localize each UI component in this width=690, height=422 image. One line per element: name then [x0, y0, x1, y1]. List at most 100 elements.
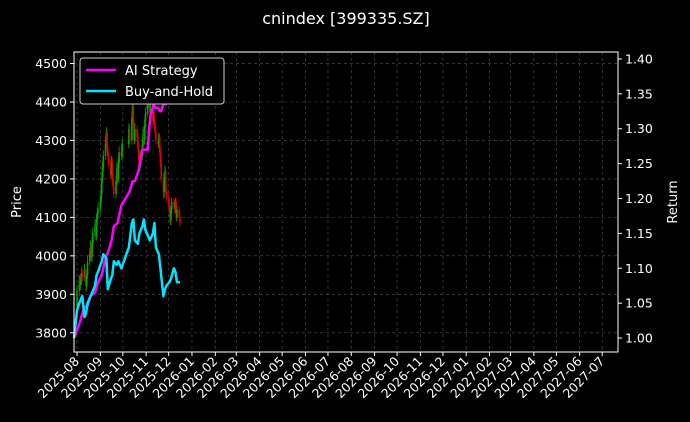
- return-axis-label: Return: [666, 180, 681, 223]
- candle: [102, 150, 105, 172]
- candle: [81, 269, 84, 281]
- candle: [144, 107, 147, 129]
- chart-title: cnindex [399335.SZ]: [262, 9, 430, 28]
- candle-body: [111, 161, 114, 179]
- candle: [91, 227, 94, 247]
- candle-body: [170, 202, 173, 210]
- candle-body: [112, 178, 114, 187]
- candle-body: [160, 163, 162, 179]
- candle-body: [178, 209, 180, 216]
- candle: [97, 202, 99, 218]
- candle-body: [101, 167, 104, 179]
- candle-body: [85, 275, 88, 287]
- return-tick-label: 1.15: [625, 226, 653, 241]
- candle: [134, 123, 136, 145]
- candle-body: [100, 194, 102, 202]
- candle-body: [164, 171, 167, 191]
- candle-body: [144, 113, 147, 126]
- candle-body: [121, 144, 123, 156]
- candle: [160, 159, 162, 183]
- price-tick-label: 3900: [35, 287, 67, 302]
- plot-frame: [73, 51, 619, 353]
- candle-body: [176, 209, 178, 218]
- candle-body: [118, 152, 120, 164]
- legend: AI Strategy Buy-and-Hold: [79, 57, 225, 105]
- candle: [128, 125, 131, 145]
- candle-body: [128, 128, 131, 141]
- candle-body: [168, 203, 171, 214]
- candle: [76, 284, 78, 310]
- price-axis-label: Price: [10, 186, 25, 218]
- return-tick-label: 1.10: [625, 261, 653, 276]
- candle-body: [146, 103, 149, 114]
- candle-body: [158, 136, 161, 152]
- candle-body: [101, 178, 103, 195]
- candle: [164, 167, 167, 195]
- return-axis: 1.00 1.05 1.10 1.15 1.20 1.25 1.30 1.35 1.40: [618, 51, 653, 346]
- candle-body: [136, 128, 138, 137]
- candle: [121, 138, 123, 160]
- price-tick-label: 4400: [35, 95, 67, 110]
- price-axis: 3800 3900 4000 4100 4200 4300 4400 4500: [35, 56, 74, 340]
- candle-body: [163, 182, 165, 193]
- candle-body: [88, 253, 91, 262]
- price-tick-label: 4300: [35, 133, 67, 148]
- price-tick-label: 3800: [35, 325, 67, 340]
- candle-body: [86, 261, 89, 276]
- candle-body: [134, 128, 136, 141]
- candle-body: [99, 202, 102, 210]
- candle: [118, 146, 120, 168]
- candle-body: [97, 209, 99, 214]
- candle-body: [81, 273, 84, 277]
- return-tick-label: 1.20: [625, 191, 653, 206]
- candle-body: [84, 269, 87, 279]
- price-tick-label: 4100: [35, 210, 67, 225]
- return-tick-label: 1.35: [625, 86, 653, 101]
- return-tick-label: 1.30: [625, 121, 653, 136]
- candle: [113, 182, 115, 199]
- candle-body: [107, 148, 109, 156]
- candle-body: [104, 144, 107, 156]
- return-tick-label: 1.40: [625, 51, 653, 66]
- return-tick-label: 1.00: [625, 331, 653, 346]
- candle-body: [91, 242, 93, 258]
- candle-body: [143, 125, 146, 141]
- return-tick-label: 1.05: [625, 296, 653, 311]
- candle-body: [107, 155, 110, 164]
- candle-body: [95, 219, 98, 237]
- candle: [170, 198, 173, 214]
- candle-body: [115, 180, 117, 195]
- legend-label-buy-and-hold: Buy-and-Hold: [125, 85, 213, 100]
- candle-body: [173, 202, 175, 204]
- candle-body: [137, 136, 139, 149]
- candlestick-series: [76, 88, 181, 310]
- price-tick-label: 4000: [35, 248, 67, 263]
- candle-body: [154, 125, 156, 133]
- candle-body: [79, 278, 82, 285]
- candle-body: [137, 148, 140, 160]
- candle-body: [167, 198, 170, 204]
- candle-body: [78, 280, 81, 291]
- candle: [132, 102, 135, 129]
- candle: [155, 127, 157, 145]
- price-tick-label: 4200: [35, 171, 67, 186]
- candle-body: [91, 232, 94, 243]
- candle-body: [117, 163, 120, 179]
- return-lines: [72, 93, 180, 339]
- candle-body: [131, 117, 133, 141]
- series-line-buy-and-hold: [72, 218, 180, 339]
- candle-body: [152, 109, 154, 122]
- candle-body: [159, 152, 162, 164]
- candle-body: [106, 132, 108, 149]
- candle: [111, 157, 114, 183]
- candle-body: [153, 117, 156, 126]
- candle-body: [170, 209, 172, 222]
- candle-body: [76, 290, 78, 306]
- candle-body: [96, 213, 99, 220]
- candle-body: [102, 155, 105, 168]
- candle-body: [149, 102, 151, 114]
- return-tick-label: 1.25: [625, 156, 653, 171]
- legend-label-ai-strategy: AI Strategy: [125, 64, 198, 79]
- candle-body: [113, 186, 115, 195]
